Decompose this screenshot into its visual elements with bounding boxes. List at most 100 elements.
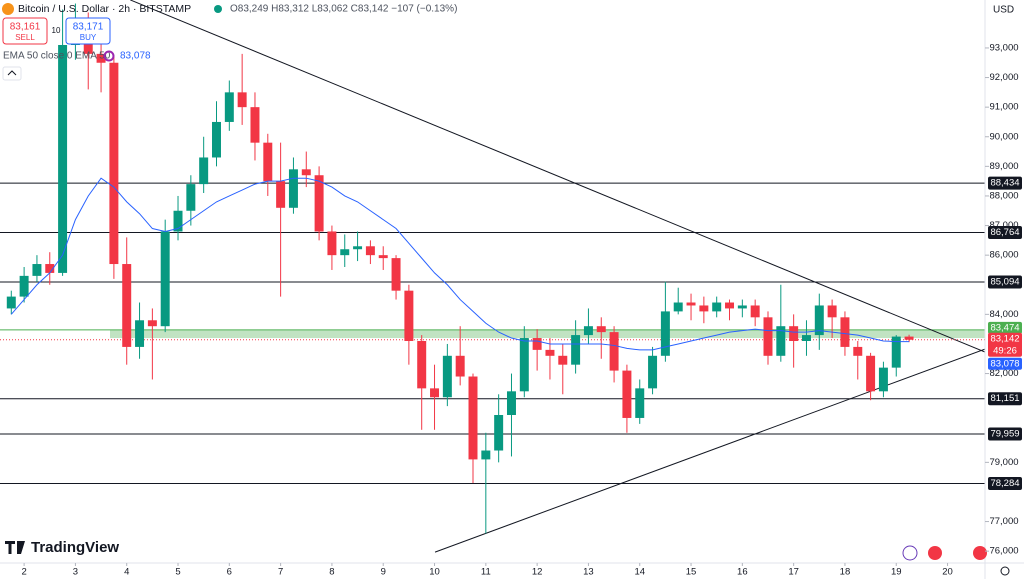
market-status xyxy=(214,5,222,13)
candle-body xyxy=(776,326,786,356)
candle-body xyxy=(340,249,350,256)
candle-body xyxy=(404,290,414,341)
sell-price[interactable]: 83,161 xyxy=(10,22,41,33)
candle-body xyxy=(135,320,145,347)
x-tick-label: 5 xyxy=(175,567,180,578)
candle-body xyxy=(750,305,760,318)
brand-icon xyxy=(5,541,25,554)
y-tick-label: 91,000 xyxy=(989,102,1018,113)
buy-button[interactable] xyxy=(65,17,111,45)
candle-body xyxy=(391,258,401,291)
y-tick-label: 76,000 xyxy=(989,546,1018,557)
plot-area xyxy=(0,0,985,553)
sell-button[interactable] xyxy=(2,17,48,45)
buy-label[interactable]: BUY xyxy=(80,33,97,42)
candle-body xyxy=(276,181,286,208)
zone-label: 83,474 xyxy=(990,322,1019,333)
candle-body xyxy=(353,246,363,250)
candle-body xyxy=(365,246,375,256)
tool-icon[interactable] xyxy=(902,545,918,561)
sell-label[interactable]: SELL xyxy=(15,33,35,42)
candle-body xyxy=(263,142,273,182)
coin-icon xyxy=(2,3,14,15)
flag-icon[interactable] xyxy=(928,546,942,560)
x-tick-label: 11 xyxy=(481,567,491,578)
candle-body xyxy=(609,332,619,371)
candle-body xyxy=(699,305,709,312)
y-tick-label: 87,000 xyxy=(989,220,1018,231)
trendline xyxy=(434,348,985,553)
x-tick-label: 17 xyxy=(788,567,799,578)
candle-body xyxy=(468,376,478,460)
candle-body xyxy=(904,336,914,340)
candle-body xyxy=(250,107,260,143)
candle-body xyxy=(648,355,658,389)
candle-body xyxy=(186,184,196,211)
candle-body xyxy=(686,302,696,306)
x-tick-label: 3 xyxy=(73,567,78,578)
candle-body xyxy=(122,264,132,347)
candle-body xyxy=(622,370,632,418)
candle-body xyxy=(635,388,645,418)
ema-label: 83,078 xyxy=(990,358,1019,369)
candle-body xyxy=(840,317,850,347)
x-tick-label: 12 xyxy=(532,567,543,578)
x-tick-label: 7 xyxy=(278,567,283,578)
x-tick-label: 8 xyxy=(329,567,334,578)
x-tick-label: 13 xyxy=(583,567,594,578)
level-label: 79,959 xyxy=(990,428,1019,439)
candle-body xyxy=(506,391,516,415)
level-label-box xyxy=(988,427,1022,441)
overlay: Bitcoin / U.S. Dollar · 2h · BITSTAMP O8… xyxy=(2,3,1014,576)
settings-icon[interactable] xyxy=(1000,566,1010,576)
candle-body xyxy=(430,388,440,398)
level-label: 85,094 xyxy=(990,276,1019,287)
brand: TradingView xyxy=(31,539,119,556)
x-tick-label: 6 xyxy=(227,567,232,578)
currency[interactable]: USD xyxy=(993,5,1014,16)
candle-body xyxy=(301,169,311,176)
candle-body xyxy=(571,335,581,365)
x-tick-label: 18 xyxy=(840,567,851,578)
support-zone xyxy=(110,329,985,339)
candle-body xyxy=(853,346,863,356)
y-tick-label: 86,000 xyxy=(989,250,1018,261)
candle-body xyxy=(288,169,298,208)
y-tick-label: 93,000 xyxy=(989,42,1018,53)
price-label: 83,142 xyxy=(990,333,1019,344)
candle-body xyxy=(494,414,504,451)
candle-body xyxy=(481,450,491,460)
candle-body xyxy=(801,335,811,341)
candle-body xyxy=(96,53,106,63)
candle-body xyxy=(725,302,735,309)
collapse-button[interactable] xyxy=(2,66,22,81)
candle-body xyxy=(237,92,247,108)
flag-icon[interactable] xyxy=(973,546,987,560)
candle-body xyxy=(673,302,683,312)
x-tick-label: 10 xyxy=(429,567,440,578)
quantity: 10 xyxy=(52,26,61,35)
candle-body xyxy=(763,317,773,356)
buy-price[interactable]: 83,171 xyxy=(73,22,104,33)
x-tick-label: 16 xyxy=(737,567,748,578)
level-label-box xyxy=(988,392,1022,406)
symbol-title: Bitcoin / U.S. Dollar · 2h · BITSTAMP xyxy=(18,3,191,15)
candle-body xyxy=(199,157,209,185)
candle-body xyxy=(596,326,606,333)
candle-body xyxy=(19,275,29,297)
y-tick-label: 77,000 xyxy=(989,516,1018,527)
x-tick-label: 20 xyxy=(942,567,953,578)
indicator-icon[interactable] xyxy=(103,50,115,62)
y-tick-label: 84,000 xyxy=(989,309,1018,320)
level-label-box xyxy=(988,226,1022,240)
candle-body xyxy=(712,302,722,312)
candle-body xyxy=(660,311,670,356)
candle-body xyxy=(58,44,68,273)
zone-label-box xyxy=(988,321,1022,334)
y-tick-label: 89,000 xyxy=(989,161,1018,172)
candle-body xyxy=(147,320,157,327)
candle-body xyxy=(32,264,42,276)
candle-body xyxy=(160,231,170,327)
y-tick-label: 92,000 xyxy=(989,72,1018,83)
